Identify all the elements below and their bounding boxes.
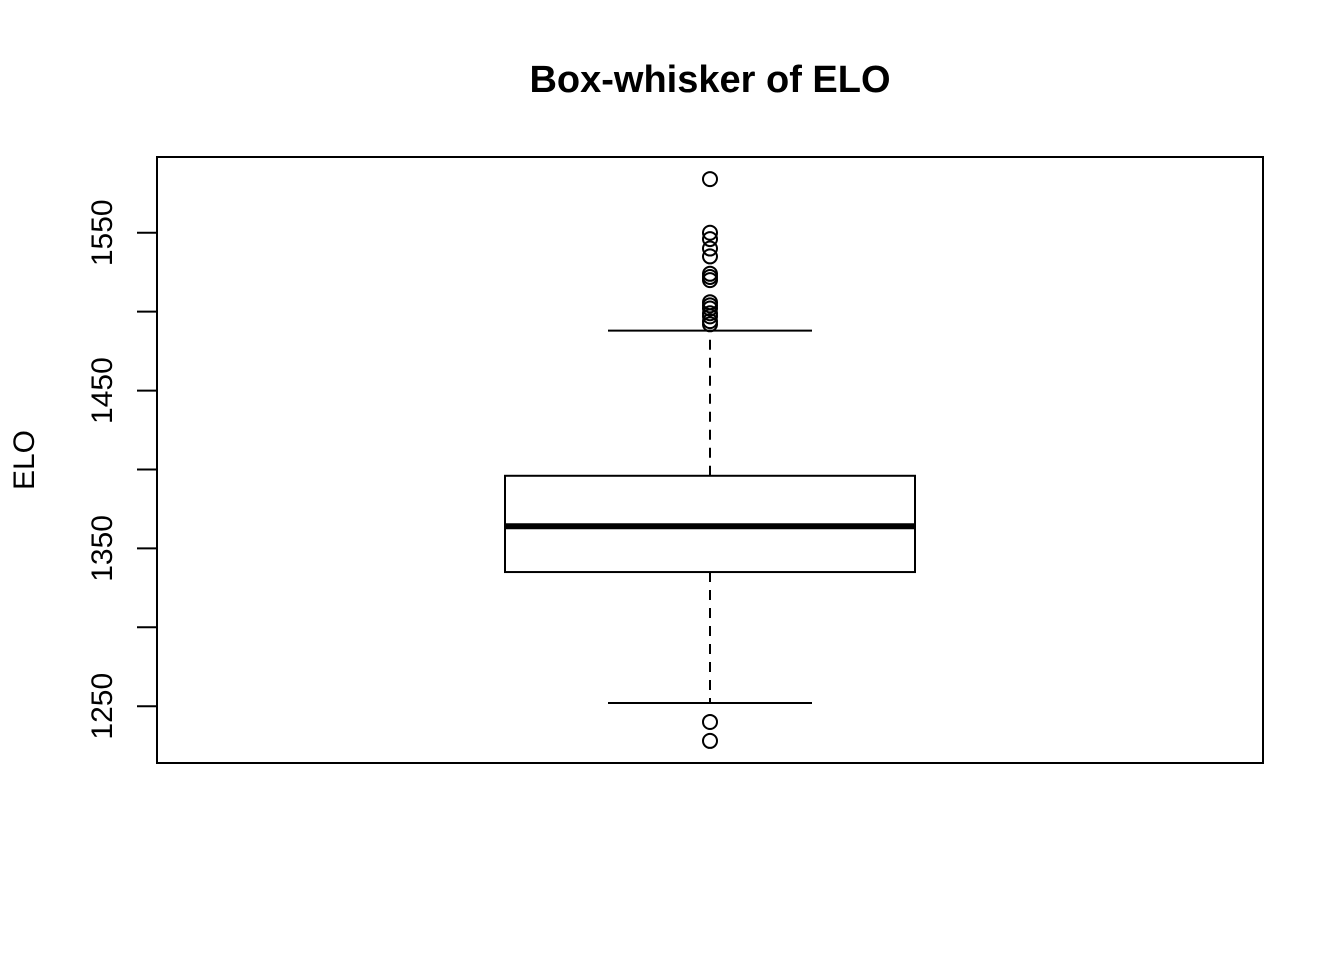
outlier-point-1 (702, 171, 718, 188)
outlier-point-13 (702, 308, 718, 325)
outlier-point-3 (702, 231, 718, 248)
outlier-point-11 (702, 300, 718, 317)
outlier-point-8 (702, 272, 718, 289)
y-tick-label-1450: 1450 (86, 357, 119, 424)
y-tick-label-1250: 1250 (86, 673, 119, 740)
outlier-point-15 (702, 316, 718, 333)
box-plot (504, 329, 916, 705)
outlier-point-5 (702, 248, 718, 265)
outlier-point-2 (702, 224, 718, 241)
outlier-point-16 (702, 713, 718, 730)
y-axis: 1250 1350 1450 1550 (86, 199, 158, 740)
y-tick-label-1350: 1350 (86, 515, 119, 582)
outlier-point-17 (702, 732, 718, 749)
outlier-point-4 (702, 240, 718, 257)
outlier-points (702, 171, 718, 749)
chart-title: Box-whisker of ELO (529, 59, 890, 101)
plot-frame (156, 156, 1264, 764)
y-axis-label: ELO (8, 430, 41, 490)
y-tick-label-1550: 1550 (86, 199, 119, 266)
outlier-point-7 (702, 268, 718, 285)
